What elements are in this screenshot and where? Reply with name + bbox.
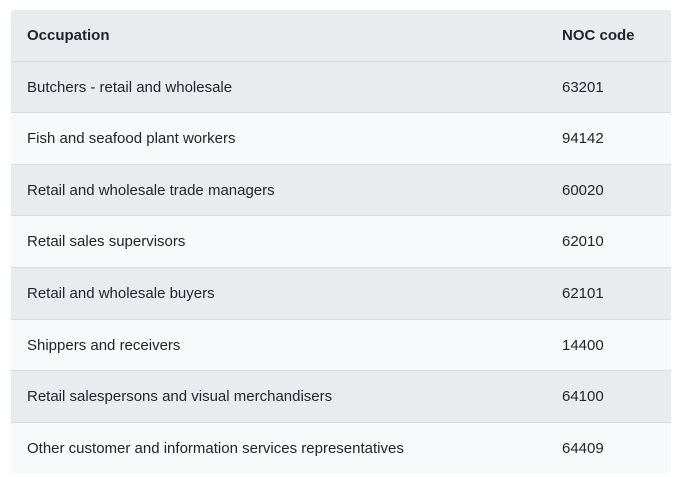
header-row: Occupation NOC code [11, 10, 671, 62]
noc-code-cell: 62101 [546, 267, 671, 320]
noc-code-cell: 62010 [546, 215, 671, 268]
occupation-cell: Retail salespersons and visual merchandi… [11, 370, 546, 423]
occupation-cell: Other customer and information services … [11, 422, 546, 474]
table-row: Retail salespersons and visual merchandi… [11, 370, 671, 423]
occupation-cell: Shippers and receivers [11, 319, 546, 371]
table-row: Other customer and information services … [11, 422, 671, 474]
table-row: Retail and wholesale trade managers 6002… [11, 164, 671, 216]
table-body: Butchers - retail and wholesale 63201 Fi… [11, 61, 671, 474]
occupation-cell: Butchers - retail and wholesale [11, 61, 546, 113]
occupation-cell: Retail and wholesale trade managers [11, 164, 546, 216]
table-header: Occupation NOC code [11, 10, 671, 62]
noc-code-cell: 63201 [546, 61, 671, 113]
table-row: Retail sales supervisors 62010 [11, 215, 671, 268]
noc-code-cell: 14400 [546, 319, 671, 371]
noc-code-cell: 60020 [546, 164, 671, 216]
noc-code-cell: 64409 [546, 422, 671, 474]
noc-code-cell: 94142 [546, 112, 671, 165]
table-row: Butchers - retail and wholesale 63201 [11, 61, 671, 113]
table-row: Shippers and receivers 14400 [11, 319, 671, 371]
column-header-occupation: Occupation [11, 10, 546, 62]
column-header-noc-code: NOC code [546, 10, 671, 62]
table-row: Fish and seafood plant workers 94142 [11, 112, 671, 165]
occupation-cell: Fish and seafood plant workers [11, 112, 546, 165]
occupation-cell: Retail and wholesale buyers [11, 267, 546, 320]
table-row: Retail and wholesale buyers 62101 [11, 267, 671, 320]
occupation-table-container: Occupation NOC code Butchers - retail an… [11, 10, 671, 474]
noc-code-cell: 64100 [546, 370, 671, 423]
occupation-cell: Retail sales supervisors [11, 215, 546, 268]
occupation-noc-table: Occupation NOC code Butchers - retail an… [11, 10, 671, 474]
